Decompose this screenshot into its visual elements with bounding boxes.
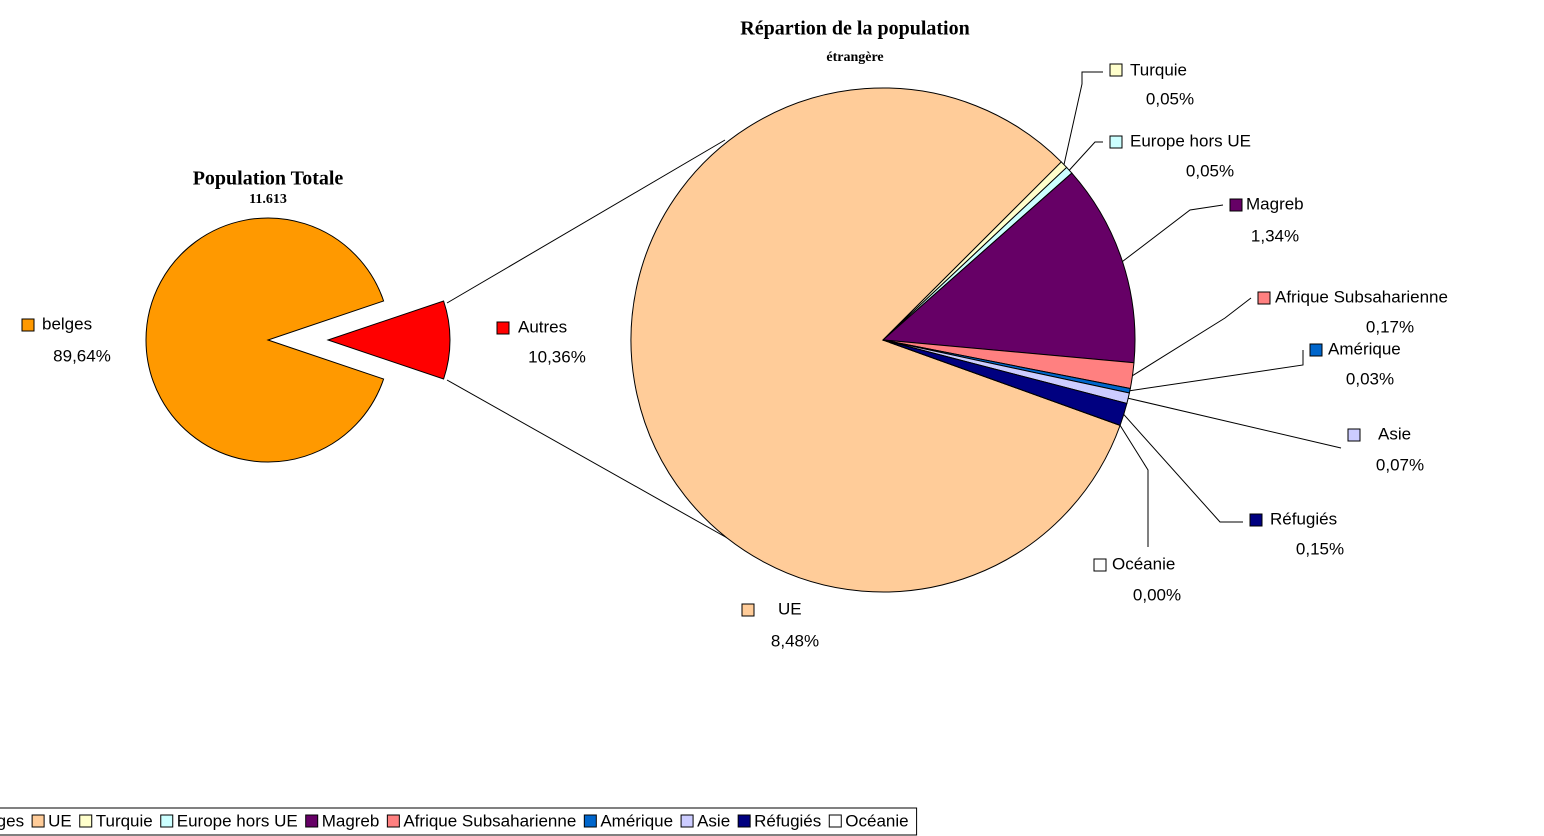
legend-label: belges xyxy=(0,811,24,830)
category-label: UE xyxy=(778,599,802,618)
legend-label: Europe hors UE xyxy=(177,811,298,830)
connector-line xyxy=(446,379,746,549)
category-label: Asie xyxy=(1378,424,1411,443)
leader-line xyxy=(1119,425,1149,547)
category-label: Amérique xyxy=(1328,339,1401,358)
legend-label: UE xyxy=(48,811,72,830)
value-label: 0,15% xyxy=(1296,539,1344,558)
legend-label: Réfugiés xyxy=(754,811,821,830)
leader-line xyxy=(1129,350,1304,392)
legend-label: Amérique xyxy=(600,811,673,830)
legend-label: Asie xyxy=(697,811,730,830)
value-label: 0,03% xyxy=(1346,369,1394,388)
value-label: 1,34% xyxy=(1251,226,1299,245)
legend-swatch xyxy=(31,814,45,828)
leader-line xyxy=(1123,414,1243,523)
legend-label: Magreb xyxy=(322,811,380,830)
legend-box xyxy=(0,807,918,836)
value-label: 0,07% xyxy=(1376,455,1424,474)
leader-line xyxy=(1132,297,1252,377)
legend-swatch xyxy=(160,814,174,828)
category-label: Magreb xyxy=(1246,194,1304,213)
label-swatch xyxy=(1309,343,1323,357)
category-label: belges xyxy=(42,314,92,333)
label-swatch xyxy=(1229,198,1243,212)
label-swatch xyxy=(496,321,510,335)
label-swatch xyxy=(1093,558,1107,572)
legend-swatch xyxy=(680,814,694,828)
legend-label: Turquie xyxy=(96,811,153,830)
value-label: 0,00% xyxy=(1133,585,1181,604)
pie-slice xyxy=(630,87,1121,593)
category-label: Turquie xyxy=(1130,60,1187,79)
legend-swatch xyxy=(828,814,842,828)
legend-swatch xyxy=(737,814,751,828)
connector-line xyxy=(446,139,726,304)
chart-title: Répartion de la population xyxy=(740,18,969,40)
leader-line xyxy=(1068,141,1103,171)
label-swatch xyxy=(1257,291,1271,305)
label-swatch xyxy=(1109,63,1123,77)
category-label: Océanie xyxy=(1112,554,1175,573)
legend-swatch xyxy=(305,814,319,828)
value-label: 0,05% xyxy=(1146,89,1194,108)
label-swatch xyxy=(1347,428,1361,442)
label-swatch xyxy=(21,318,35,332)
value-label: 89,64% xyxy=(53,346,111,365)
category-label: Europe hors UE xyxy=(1130,131,1251,150)
label-swatch xyxy=(1249,513,1263,527)
category-label: Autres xyxy=(518,317,567,336)
value-label: 8,48% xyxy=(771,631,819,650)
category-label: Réfugiés xyxy=(1270,509,1337,528)
value-label: 0,05% xyxy=(1186,161,1234,180)
pie-slice xyxy=(326,300,451,380)
pie-slice xyxy=(882,339,1121,426)
pie-slice xyxy=(145,217,385,463)
legend-label: Océanie xyxy=(845,811,908,830)
legend-label: Afrique Subsaharienne xyxy=(403,811,576,830)
legend-swatch xyxy=(79,814,93,828)
chart-title: Population Totale xyxy=(193,168,344,190)
label-swatch xyxy=(741,603,755,617)
chart-subtitle: 11.613 xyxy=(249,192,287,207)
leader-line xyxy=(1063,71,1103,165)
value-label: 10,36% xyxy=(528,347,586,366)
chart-subtitle: étrangère xyxy=(826,50,883,65)
label-swatch xyxy=(1109,135,1123,149)
legend-swatch xyxy=(386,814,400,828)
legend-swatch xyxy=(583,814,597,828)
category-label: Afrique Subsaharienne xyxy=(1275,287,1448,306)
value-label: 0,17% xyxy=(1366,317,1414,336)
leader-line xyxy=(1128,397,1342,449)
leader-line xyxy=(1122,204,1224,262)
